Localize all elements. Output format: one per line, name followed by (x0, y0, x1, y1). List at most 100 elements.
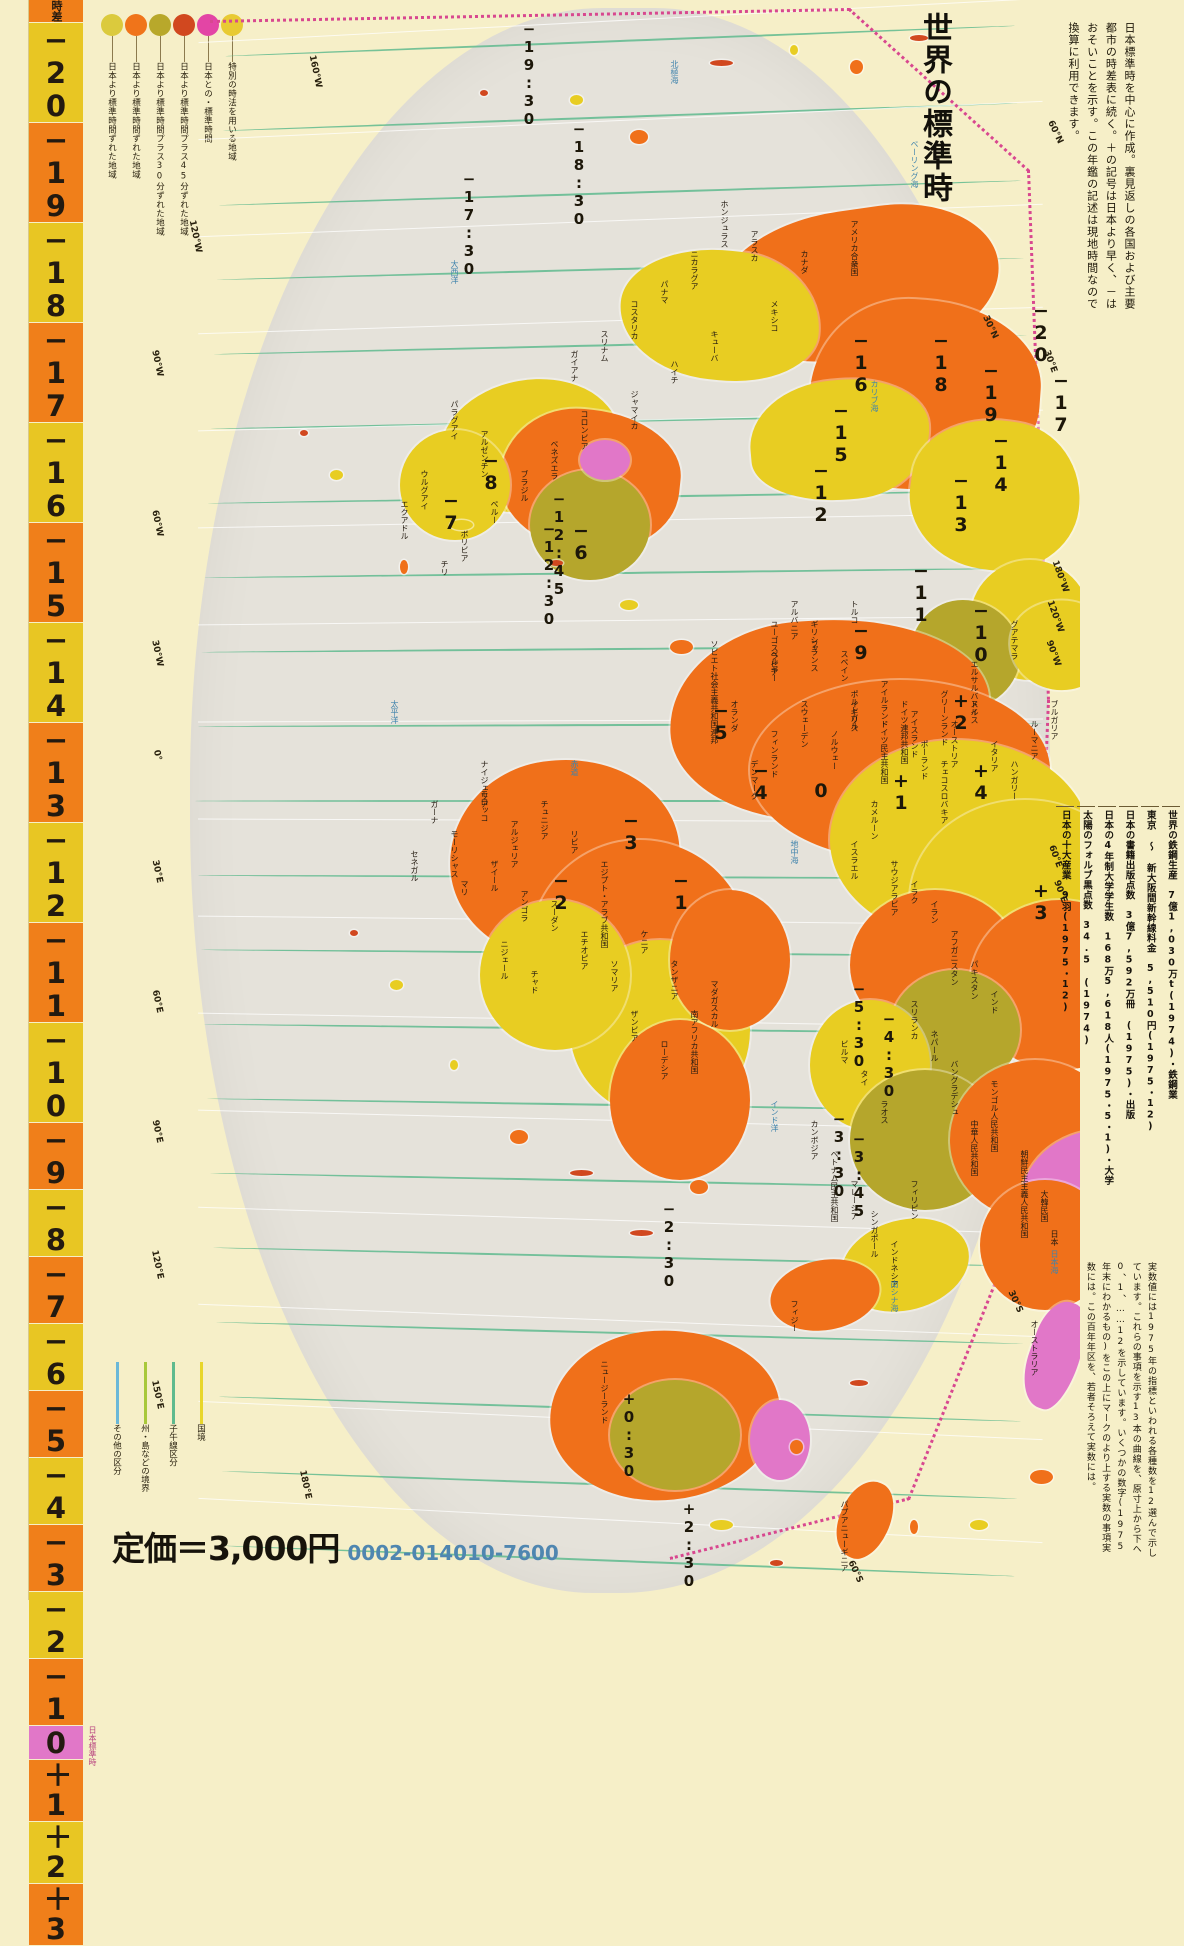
timezone-region[interactable] (670, 890, 790, 1030)
country-label: イギリス (850, 700, 859, 732)
scale-cell-label: 0 (39, 1726, 73, 1759)
country-label: チュニジア (540, 800, 549, 840)
legend-label: 特別の時法を用いる地域 (226, 62, 237, 161)
country-label: ローデシア (660, 1040, 669, 1080)
scale-cell-m1011: −10 (29, 1023, 83, 1123)
scale-cell-m912: −9 (29, 1123, 83, 1190)
island-marker (910, 1520, 918, 1534)
legend-label: 日本より標準時間ずれた地域 (106, 62, 117, 179)
line-sample-icon (200, 1362, 203, 1424)
country-label: パナマ (660, 280, 669, 304)
country-label: ギリシャ (810, 620, 819, 652)
line-legend-item-1: 州・島などの境界 (140, 1362, 160, 1492)
country-label: アルゼンチン (480, 430, 489, 478)
scale-cell-label: −12 (39, 823, 73, 922)
legend-stem (111, 36, 113, 62)
zone-offset-label: −10 (970, 600, 992, 666)
country-label: トルコ (850, 600, 859, 624)
country-label: フィンランド (770, 730, 779, 778)
longitude-label: 30°E (150, 859, 165, 884)
legend-symbol-3: 日本より標準時間プラス30分ずれた地域 (149, 14, 171, 236)
country-label: チャド (530, 970, 539, 994)
country-label: デンマーク (750, 760, 759, 800)
zone-offset-label: −14 (990, 430, 1012, 496)
island-marker (710, 1520, 733, 1530)
legend-label: 日本より標準時間ずれた地域 (130, 62, 141, 179)
country-label: パラグアイ (450, 400, 459, 440)
scale-cell-label: −7 (39, 1257, 73, 1323)
timezone-region[interactable] (750, 1400, 810, 1480)
country-label: スイス (970, 700, 979, 724)
timezone-region[interactable] (580, 440, 630, 480)
longitude-label: 30°W (150, 639, 165, 668)
country-label: ドイツ連邦共和国 (900, 700, 909, 764)
legend-symbol-0: 特別の時法を用いる地域 (221, 14, 243, 161)
scale-cell-m318: −3 (29, 1525, 83, 1592)
legend-label: 日本より標準時間プラス45分ずれた地域 (178, 62, 189, 236)
scale-cell-m138: −13 (29, 723, 83, 823)
island-marker (620, 600, 638, 610)
scale-cell-label: −16 (39, 423, 73, 522)
island-marker (350, 930, 358, 936)
zone-offset-label: −8 (480, 450, 502, 494)
zone-offset-label: +2 (950, 690, 972, 734)
world-map[interactable]: −20 −19 −18 −17 −16 −15 −14 −13 −12 −11 −10 −9 −8 −7−… (150, 0, 1080, 1600)
country-label: タイ (860, 1070, 869, 1086)
legend-dot-icon (221, 14, 243, 36)
sea-label: 太平洋 (390, 700, 399, 724)
longitude-label: 30°E (1041, 348, 1059, 375)
island-marker (850, 1380, 868, 1386)
country-label: グアテマラ (1010, 620, 1019, 660)
island-marker (790, 45, 798, 55)
scale-cell-header: 時差 (29, 0, 83, 23)
legend-stem (183, 36, 185, 62)
scale-cell-label: −2 (39, 1592, 73, 1658)
country-label: ベネズエラ (550, 440, 559, 480)
scale-cell-021: 0 日本標準時 (29, 1726, 97, 1766)
country-label: ポルトガル (850, 690, 859, 730)
timezone-region[interactable] (480, 900, 630, 1050)
legend-symbol-4: 日本より標準時間ずれた地域 (125, 14, 147, 179)
timezone-region[interactable] (980, 1180, 1080, 1310)
line-legend-item-3: 国境 (196, 1362, 216, 1441)
country-label: エチオピア (580, 930, 589, 970)
country-label: ハンガリー (1010, 760, 1019, 800)
legend-dot-icon (197, 14, 219, 36)
stat-value: 3億7,592万冊 (1975)・出版 (1123, 900, 1135, 1120)
country-label: アイルランド (880, 680, 889, 728)
half-hour-offset-label: −18:30 (570, 120, 588, 228)
island-marker (970, 1520, 988, 1530)
scale-cell-m324: ＋3 (29, 1884, 83, 1946)
country-label: スリランカ (910, 1000, 919, 1040)
scale-cell-label: −5 (39, 1391, 73, 1457)
country-label: マリ (460, 880, 469, 896)
country-label: エクアドル (400, 500, 409, 540)
longitude-label: 60°W (150, 509, 165, 538)
scale-cell-label: −20 (39, 23, 73, 122)
country-label: オーストリア (950, 720, 959, 768)
country-label: ナイジェリア (480, 760, 489, 808)
timezone-region[interactable] (825, 1473, 905, 1567)
country-label: ニュージーランド (600, 1360, 609, 1424)
timezone-region[interactable] (1012, 1294, 1080, 1416)
legend-symbol-5: 日本より標準時間ずれた地域 (101, 14, 123, 179)
country-label: スペイン (840, 650, 849, 682)
country-label: 大韓民国 (1040, 1190, 1049, 1222)
line-legend-label: 子午線区分 (167, 1424, 178, 1467)
zone-offset-label: −20 (1030, 300, 1052, 366)
half-hour-offset-label: −12:45 (550, 490, 568, 598)
line-sample-icon (172, 1362, 175, 1424)
country-label: セネガル (410, 850, 419, 882)
stat-block: 日本の書籍出版点数 3億7,592万冊 (1975)・出版 (1119, 806, 1138, 1186)
timezone-region[interactable] (610, 1020, 750, 1180)
scale-cell-label: −3 (39, 1525, 73, 1591)
country-label: ガーナ (430, 800, 439, 824)
stat-label: 日本の十大産業 (1059, 810, 1071, 880)
country-label: コロンビア (580, 410, 589, 450)
timezone-region[interactable] (610, 1380, 740, 1490)
half-hour-offset-label: −2:30 (660, 1200, 678, 1290)
country-label: スーダン (550, 900, 559, 932)
country-label: サウジアラビア (890, 860, 899, 916)
stat-block: 東京 ～ 新大阪間新幹線料金 5,510円(1975・12) (1140, 806, 1159, 1186)
country-label: アメリカ合衆国 (850, 220, 859, 276)
